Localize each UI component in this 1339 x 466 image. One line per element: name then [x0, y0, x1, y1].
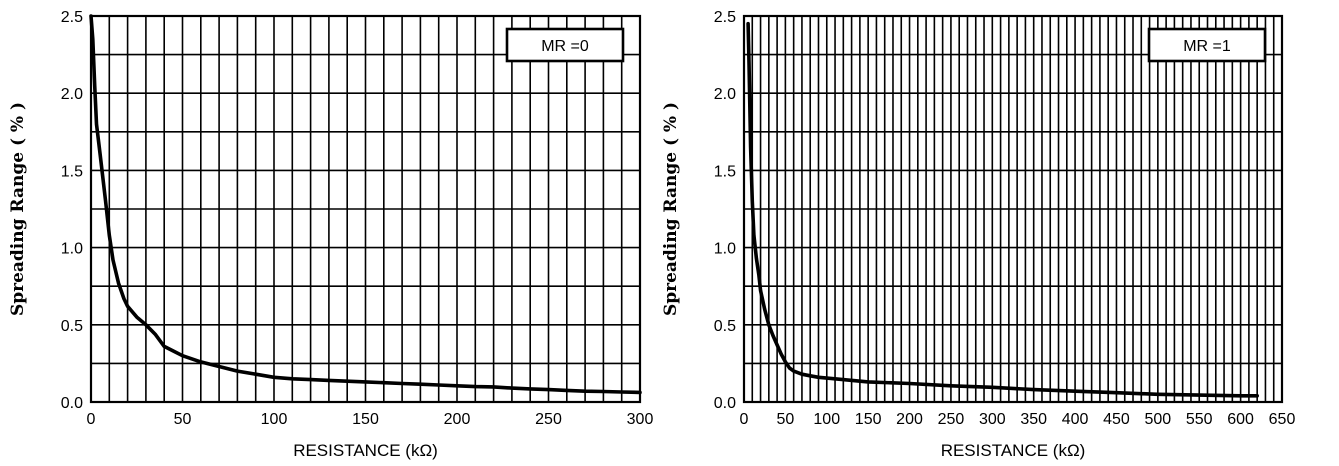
x-tick-label: 200 — [444, 411, 471, 428]
grid — [743, 15, 1283, 403]
x-tick-label: 250 — [535, 411, 562, 428]
x-tick-label: 0 — [740, 411, 749, 428]
x-tick-label: 350 — [1020, 411, 1047, 428]
x-tick-label: 0 — [87, 411, 96, 428]
chart-panel-1: 0 50 100 150 200 250 300 0.0 0.5 1.0 1.5 2.0 2.5 RESI… — [8, 9, 653, 460]
plot-frame — [89, 14, 642, 404]
chart-panel-2: 0 50 100 150 200 250 300 350 400 450 500 550 600 650 0… — [661, 9, 1295, 460]
legend-label: MR =1 — [1183, 38, 1231, 55]
x-tick-label: 100 — [261, 411, 288, 428]
y-tick-label: 0.5 — [61, 318, 83, 335]
series-line — [89, 14, 642, 395]
x-tick-label: 450 — [1103, 411, 1130, 428]
x-tick-label: 50 — [776, 411, 794, 428]
plot-frame — [742, 14, 1284, 404]
y-tick-label: 2.0 — [714, 86, 736, 103]
y-tick-label: 1.0 — [61, 241, 83, 258]
y-tick-label: 0.0 — [714, 395, 736, 412]
y-tick-label: 1.5 — [61, 163, 83, 180]
y-tick-label: 1.0 — [714, 241, 736, 258]
y-tick-label: 0.5 — [714, 318, 736, 335]
y-tick-label: 2.0 — [61, 86, 83, 103]
series-line — [746, 21, 1259, 398]
y-axis-label: Spreading Range ( % ) — [8, 102, 28, 316]
x-tick-label: 100 — [813, 411, 840, 428]
x-axis-label: RESISTANCE (kΩ) — [293, 441, 438, 460]
x-axis-label: RESISTANCE (kΩ) — [941, 441, 1086, 460]
x-tick-label: 400 — [1062, 411, 1089, 428]
x-tick-label: 50 — [174, 411, 192, 428]
legend-box — [1147, 27, 1267, 63]
x-tick-label: 550 — [1186, 411, 1213, 428]
x-tick-label: 150 — [352, 411, 379, 428]
x-tick-label: 300 — [627, 411, 654, 428]
legend-box — [505, 27, 625, 63]
y-axis-label: Spreading Range ( % ) — [661, 102, 681, 316]
x-tick-label: 300 — [979, 411, 1006, 428]
grid — [90, 15, 641, 403]
y-tick-label: 1.5 — [714, 163, 736, 180]
y-tick-label: 2.5 — [61, 9, 83, 26]
legend: MR =0 — [505, 27, 625, 63]
x-tick-label: 600 — [1227, 411, 1254, 428]
x-tick-label: 150 — [855, 411, 882, 428]
y-tick-label: 0.0 — [61, 395, 83, 412]
x-tick-label: 200 — [896, 411, 923, 428]
legend-label: MR =0 — [541, 38, 589, 55]
legend: MR =1 — [1147, 27, 1267, 63]
x-tick-label: 650 — [1269, 411, 1296, 428]
x-tick-label: 250 — [938, 411, 965, 428]
x-tick-label: 500 — [1144, 411, 1171, 428]
y-tick-label: 2.5 — [714, 9, 736, 26]
